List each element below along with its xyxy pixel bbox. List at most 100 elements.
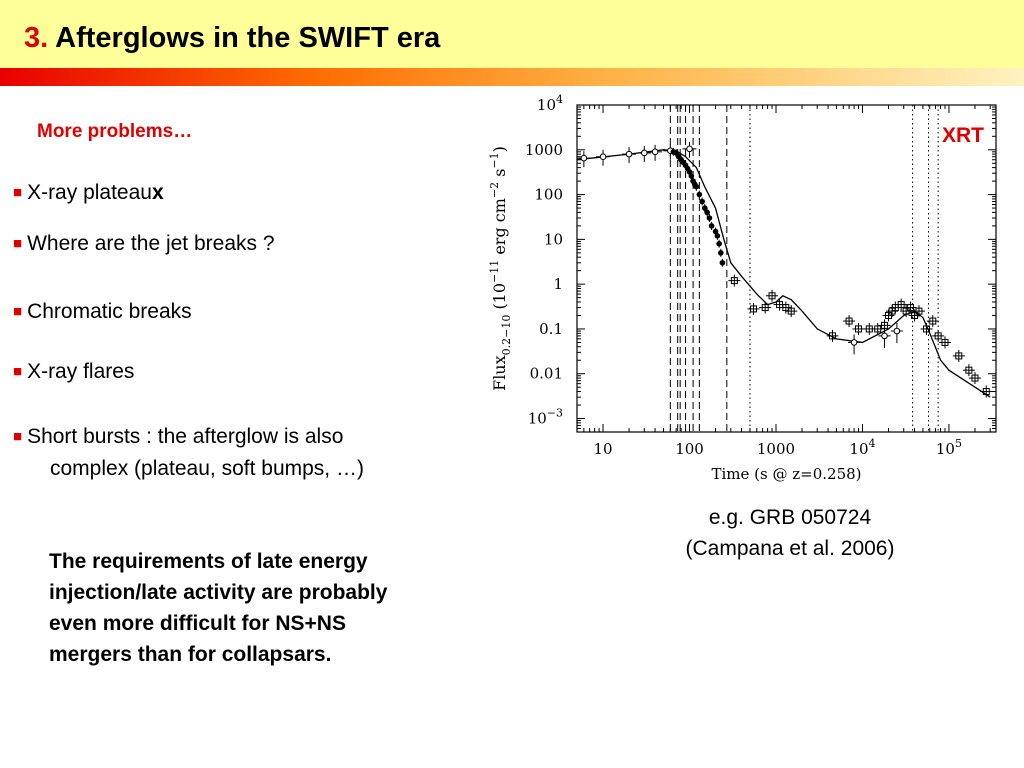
tick-exponent: 4 — [556, 93, 563, 106]
bullet-square-icon: ■ — [13, 303, 23, 320]
y-tick-label: 100 — [534, 186, 563, 204]
data-point — [625, 150, 633, 158]
requirements-line: injection/late activity are probably — [49, 581, 388, 604]
figure-caption: e.g. GRB 050724 (Campana et al. 2006) — [640, 502, 940, 564]
data-point-square — [911, 311, 919, 319]
bullet-square-icon: ■ — [13, 428, 23, 445]
data-point-square — [828, 332, 836, 340]
y-label-flux: Flux — [490, 355, 509, 391]
tick-base: 0.1 — [539, 320, 563, 338]
data-point-square — [907, 304, 915, 312]
data-point — [881, 332, 888, 340]
subtitle: More problems… — [37, 121, 193, 142]
data-point-filled — [714, 233, 721, 239]
y-label-units: (10 — [490, 283, 509, 315]
data-point-square — [730, 277, 738, 285]
bullet-square-icon: ■ — [13, 235, 23, 252]
bullet-suffix: x — [151, 181, 164, 204]
y-tick-label: 10 — [544, 230, 563, 248]
data-point-square — [922, 325, 930, 333]
title-text: Afterglows in the SWIFT era — [55, 22, 441, 54]
title-bar — [0, 0, 1024, 68]
data-point-filled — [693, 183, 700, 190]
bullet-chromatic: ■ Chromatic breaks — [13, 300, 192, 324]
bullet-text: X-ray plateau — [27, 181, 152, 204]
data-point — [651, 148, 659, 156]
tick-base: 10 — [528, 410, 547, 428]
tick-base: 100 — [675, 440, 704, 458]
x-tick-label: 104 — [849, 437, 875, 458]
data-point-square — [750, 305, 758, 313]
data-point — [893, 327, 901, 335]
data-point-filled — [716, 240, 722, 247]
y-tick-label: 0.01 — [530, 365, 563, 383]
y-label-units: erg cm — [490, 198, 509, 260]
y-tick-label: 104 — [537, 93, 563, 114]
y-tick-label: 1 — [553, 275, 563, 293]
caption-line: (Campana et al. 2006) — [685, 537, 895, 560]
bullet-text: Short bursts : the afterglow is also — [27, 425, 344, 448]
tick-base: 10 — [849, 440, 868, 458]
xrt-annotation: XRT — [942, 124, 984, 147]
tick-base: 1000 — [757, 440, 795, 458]
y-label-exp: −11 — [488, 260, 501, 283]
data-points — [576, 141, 993, 398]
y-tick-label: 10−3 — [528, 407, 563, 428]
data-point-square — [971, 374, 979, 382]
x-tick-label: 1000 — [757, 440, 795, 458]
data-point-square — [768, 292, 776, 300]
tick-exponent: 4 — [869, 437, 876, 450]
tick-base: 100 — [534, 186, 563, 204]
bullet-text: Where are the jet breaks ? — [27, 232, 275, 255]
data-point-filled — [706, 215, 713, 221]
data-point-square — [915, 307, 923, 315]
bullet-flares: ■ X-ray flares — [13, 360, 134, 384]
tick-base: 10 — [593, 440, 612, 458]
requirements-line: even more difficult for NS+NS — [49, 612, 346, 635]
tick-base: 1 — [553, 275, 563, 293]
data-point-filled — [717, 250, 724, 256]
tick-base: 0.01 — [530, 365, 563, 383]
data-point-square — [897, 301, 905, 309]
x-tick-label: 105 — [936, 437, 962, 458]
requirements-line: The requirements of late energy — [49, 550, 368, 573]
axis-ticks — [576, 104, 996, 433]
bullet-text: X-ray flares — [27, 360, 135, 383]
y-tick-label: 1000 — [525, 141, 563, 159]
data-point-filled — [719, 259, 726, 266]
bullet-square-icon: ■ — [13, 363, 23, 380]
data-point — [640, 149, 648, 157]
bullet-short-bursts-cont: complex (plateau, soft bumps, …) — [50, 457, 364, 480]
data-point-square — [787, 307, 795, 315]
bullet-text: Chromatic breaks — [27, 300, 192, 323]
light-curve-chart: 10 100 1000 104 10510410001001010.10.0110−3 … — [488, 93, 997, 482]
data-point-filled — [699, 198, 705, 205]
data-point-square — [855, 325, 863, 333]
y-tick-label: 0.1 — [539, 320, 563, 338]
data-point-square — [965, 366, 973, 374]
tick-base: 10 — [544, 230, 563, 248]
tick-base: 1000 — [525, 141, 563, 159]
data-point-square — [761, 304, 769, 312]
data-point-square — [934, 332, 942, 340]
tick-exponent: −3 — [547, 407, 563, 420]
reference-lines — [669, 105, 939, 432]
data-point — [580, 154, 588, 162]
model-curve — [576, 149, 991, 398]
x-tick-label: 10 — [593, 440, 612, 458]
tick-base: 10 — [537, 96, 556, 114]
y-axis-label: Flux0.2−10 (10−11 erg cm−2 s−1) — [488, 146, 513, 391]
x-axis-label: Time (s @ z=0.258) — [711, 465, 861, 482]
data-point-square — [929, 317, 937, 325]
data-point-square — [782, 304, 790, 312]
y-label-units: s — [490, 169, 509, 182]
requirements-text: The requirements of late energy injectio… — [49, 546, 479, 670]
bullet-jet-breaks: ■ Where are the jet breaks ? — [13, 232, 275, 256]
y-label-exp: −1 — [488, 152, 501, 168]
data-point-filled — [704, 209, 710, 216]
data-point-filled — [696, 191, 703, 198]
slide-title: 3. Afterglows in the SWIFT era — [24, 22, 440, 55]
bullet-short-bursts: ■ Short bursts : the afterglow is also — [13, 425, 343, 449]
data-point-square — [902, 307, 910, 315]
